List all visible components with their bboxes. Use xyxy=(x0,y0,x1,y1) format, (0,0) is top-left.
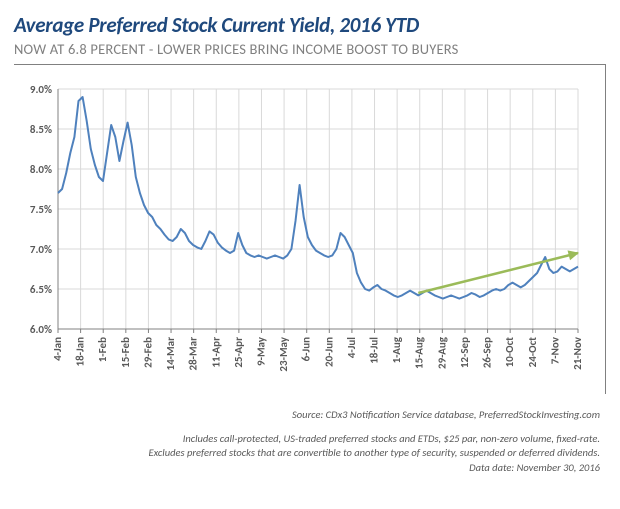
chart-plot-area: 6.0% 6.5% 7.0% 7.5% 8.0% 8.5% 9.0% 4-Jan 18-Jan 1… xyxy=(16,83,587,392)
svg-text:21-Nov: 21-Nov xyxy=(571,336,584,370)
svg-text:4-Jan: 4-Jan xyxy=(51,337,64,361)
footnote-source: Source: CDx3 Notification Service databa… xyxy=(14,408,600,422)
svg-text:7-Nov: 7-Nov xyxy=(548,336,561,364)
footnote-line3: Data date: November 30, 2016 xyxy=(14,461,600,475)
svg-text:24-Oct: 24-Oct xyxy=(526,337,539,368)
svg-text:15-Feb: 15-Feb xyxy=(119,337,132,368)
svg-text:29-Feb: 29-Feb xyxy=(141,337,154,368)
svg-text:1-Feb: 1-Feb xyxy=(96,337,109,362)
chart-subtitle: NOW AT 6.8 PERCENT - LOWER PRICES BRING … xyxy=(14,40,606,58)
svg-text:20-Jun: 20-Jun xyxy=(322,337,335,367)
footnote-line2: Excludes preferred stocks that are conve… xyxy=(14,446,600,460)
line-chart: 6.0% 6.5% 7.0% 7.5% 8.0% 8.5% 9.0% 4-Jan 18-Jan 1… xyxy=(16,83,586,391)
svg-text:25-Apr: 25-Apr xyxy=(232,337,245,368)
svg-text:23-May: 23-May xyxy=(277,336,290,371)
svg-text:18-Jan: 18-Jan xyxy=(74,337,87,367)
svg-text:29-Aug: 29-Aug xyxy=(435,336,448,369)
svg-text:6.5%: 6.5% xyxy=(30,283,52,296)
svg-text:7.5%: 7.5% xyxy=(30,203,52,216)
svg-text:6-Jun: 6-Jun xyxy=(300,337,313,361)
chart-title: Average Preferred Stock Current Yield, 2… xyxy=(14,12,606,38)
svg-text:8.0%: 8.0% xyxy=(30,163,52,176)
svg-text:7.0%: 7.0% xyxy=(30,243,52,256)
svg-text:6.0%: 6.0% xyxy=(30,323,52,336)
chart-footnotes: Source: CDx3 Notification Service databa… xyxy=(14,408,606,475)
svg-text:4-Jul: 4-Jul xyxy=(345,337,358,358)
svg-text:15-Aug: 15-Aug xyxy=(413,336,426,369)
svg-text:18-Jul: 18-Jul xyxy=(368,337,381,364)
chart-container: 6.0% 6.5% 7.0% 7.5% 8.0% 8.5% 9.0% 4-Jan 18-Jan 1… xyxy=(14,64,606,394)
svg-text:26-Sep: 26-Sep xyxy=(481,337,494,368)
svg-text:10-Oct: 10-Oct xyxy=(503,337,516,368)
svg-text:9-May: 9-May xyxy=(254,336,267,366)
svg-text:28-Mar: 28-Mar xyxy=(187,337,200,371)
svg-text:14-Mar: 14-Mar xyxy=(164,337,177,371)
svg-text:1-Aug: 1-Aug xyxy=(390,336,403,363)
svg-text:8.5%: 8.5% xyxy=(30,123,52,136)
svg-text:12-Sep: 12-Sep xyxy=(458,337,471,368)
footnote-line1: Includes call-protected, US-traded prefe… xyxy=(14,432,600,446)
svg-text:9.0%: 9.0% xyxy=(30,83,52,96)
svg-text:11-Apr: 11-Apr xyxy=(209,337,222,368)
